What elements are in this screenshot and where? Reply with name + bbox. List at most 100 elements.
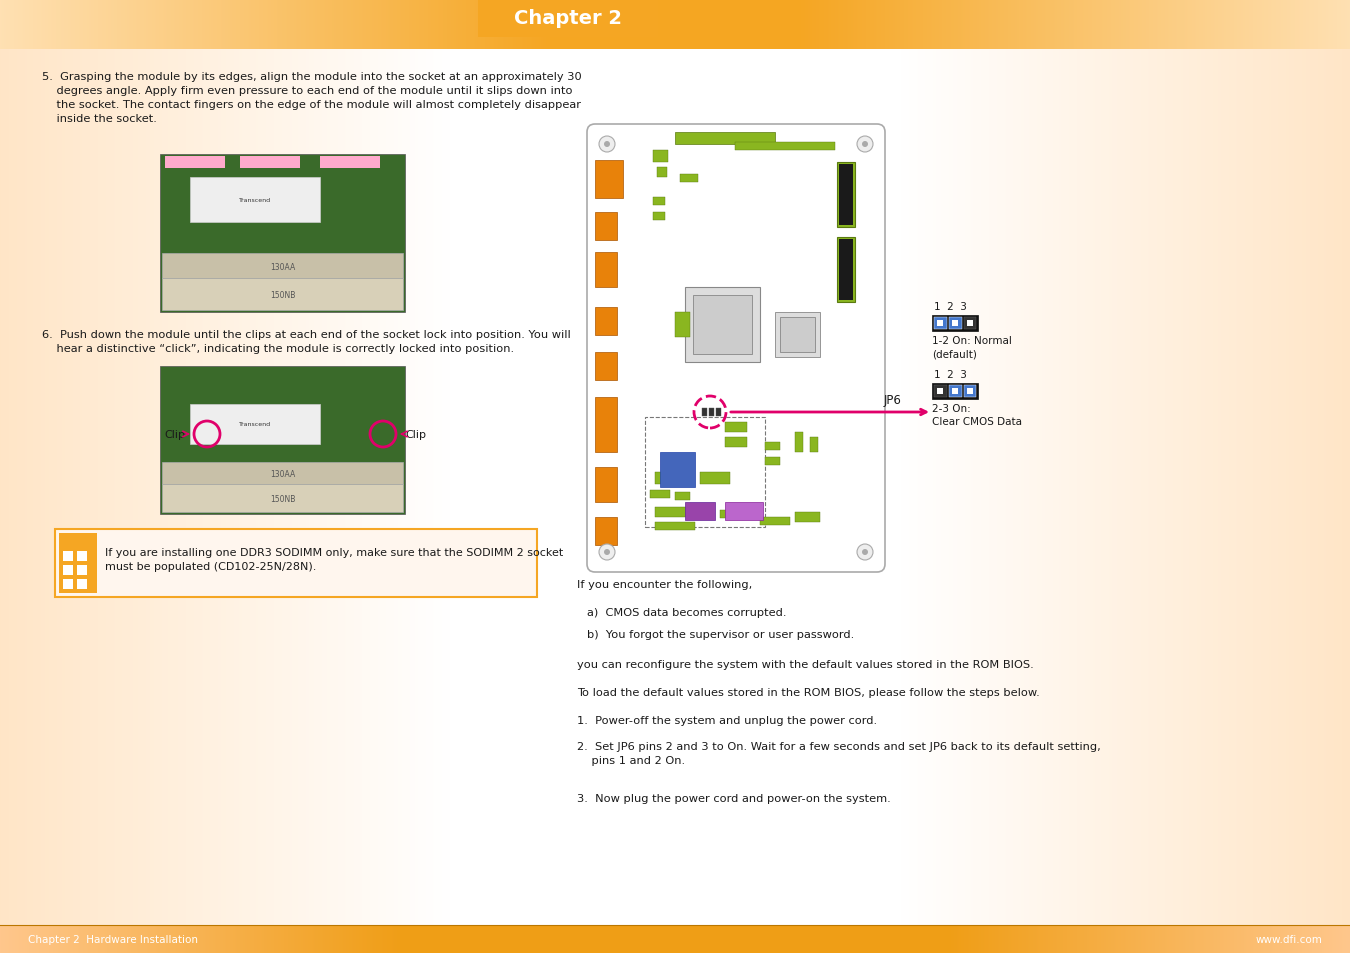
Bar — [937, 320, 944, 327]
Text: 130AA: 130AA — [270, 262, 296, 272]
Bar — [595, 468, 617, 502]
Text: b)  You forgot the supervisor or user password.: b) You forgot the supervisor or user pas… — [587, 629, 855, 639]
Bar — [657, 168, 667, 178]
Circle shape — [857, 544, 873, 560]
Text: www.dfi.com: www.dfi.com — [1256, 934, 1322, 944]
Circle shape — [863, 142, 868, 148]
Bar — [780, 317, 815, 353]
Bar — [162, 278, 404, 311]
Text: a)  CMOS data becomes corrupted.: a) CMOS data becomes corrupted. — [587, 607, 787, 618]
Text: 5.  Grasping the module by its edges, align the module into the socket at an app: 5. Grasping the module by its edges, ali… — [42, 71, 582, 124]
Bar — [162, 369, 404, 462]
Bar — [725, 437, 747, 448]
Bar — [760, 517, 790, 525]
Bar — [838, 240, 853, 301]
Bar — [162, 157, 404, 253]
Bar — [675, 313, 690, 337]
Bar — [595, 353, 617, 380]
Bar — [680, 174, 698, 183]
Text: 150NB: 150NB — [270, 495, 296, 504]
Bar — [934, 386, 946, 397]
Circle shape — [857, 137, 873, 152]
Bar — [59, 534, 97, 594]
Bar — [931, 384, 977, 399]
Bar — [734, 143, 836, 151]
Bar — [765, 442, 780, 451]
Bar — [595, 308, 617, 335]
Bar — [161, 367, 405, 515]
Text: 6.  Push down the module until the clips at each end of the socket lock into pos: 6. Push down the module until the clips … — [42, 330, 571, 354]
Bar — [645, 417, 765, 527]
Bar — [949, 386, 963, 397]
Bar — [695, 323, 707, 340]
Text: 3.  Now plug the power cord and power-on the system.: 3. Now plug the power cord and power-on … — [576, 793, 891, 803]
Bar — [675, 493, 690, 500]
Text: 1.  Power-off the system and unplug the power cord.: 1. Power-off the system and unplug the p… — [576, 716, 878, 725]
Bar — [937, 389, 944, 395]
Text: Clip: Clip — [405, 430, 427, 439]
Bar — [190, 178, 320, 223]
Bar — [660, 453, 695, 488]
Bar — [55, 530, 537, 598]
Bar — [725, 422, 747, 433]
Text: you can reconfigure the system with the default values stored in the ROM BIOS.: you can reconfigure the system with the … — [576, 659, 1034, 669]
Bar — [649, 491, 670, 498]
Bar — [190, 405, 320, 444]
Bar — [77, 579, 86, 589]
Circle shape — [863, 550, 868, 556]
Bar — [934, 317, 946, 330]
Bar — [595, 161, 622, 199]
Bar — [775, 313, 819, 357]
Bar — [655, 522, 695, 531]
Bar — [949, 317, 963, 330]
Bar — [77, 552, 86, 561]
Bar — [765, 457, 780, 465]
Text: JP6: JP6 — [884, 394, 902, 407]
Bar — [653, 213, 666, 221]
Bar — [77, 565, 86, 576]
Bar — [952, 320, 958, 327]
Bar — [595, 517, 617, 545]
Circle shape — [599, 137, 616, 152]
Text: Chapter 2  Hardware Installation: Chapter 2 Hardware Installation — [28, 934, 198, 944]
FancyBboxPatch shape — [587, 125, 886, 573]
Bar — [725, 502, 763, 520]
Bar — [162, 484, 404, 513]
Text: 1  2  3: 1 2 3 — [934, 370, 967, 379]
Text: 1  2  3: 1 2 3 — [934, 302, 967, 312]
Bar — [931, 315, 977, 332]
Bar — [653, 198, 666, 206]
Circle shape — [603, 550, 610, 556]
Text: 2-3 On:
Clear CMOS Data: 2-3 On: Clear CMOS Data — [931, 403, 1022, 427]
Bar — [810, 437, 818, 453]
Bar — [63, 552, 73, 561]
Bar — [693, 295, 752, 355]
Bar — [837, 163, 855, 228]
Bar — [655, 507, 705, 517]
Bar — [964, 317, 976, 330]
Bar — [63, 565, 73, 576]
Text: If you encounter the following,: If you encounter the following, — [576, 579, 752, 589]
Bar — [320, 157, 379, 169]
Bar — [63, 579, 73, 589]
Bar — [655, 473, 690, 484]
Bar — [240, 157, 300, 169]
Bar — [964, 386, 976, 397]
Text: Transcend: Transcend — [239, 198, 271, 203]
Bar — [967, 320, 973, 327]
Bar — [795, 433, 803, 453]
Circle shape — [599, 544, 616, 560]
Bar — [702, 409, 707, 416]
Bar — [837, 237, 855, 303]
Bar — [595, 253, 617, 288]
Bar — [684, 288, 760, 363]
Bar — [675, 132, 775, 145]
Bar — [716, 409, 721, 416]
Bar — [653, 151, 668, 163]
Text: 130AA: 130AA — [270, 470, 296, 479]
Bar — [478, 0, 657, 38]
Text: Transcend: Transcend — [239, 422, 271, 427]
Bar — [967, 389, 973, 395]
Bar — [165, 157, 225, 169]
Bar — [838, 165, 853, 226]
